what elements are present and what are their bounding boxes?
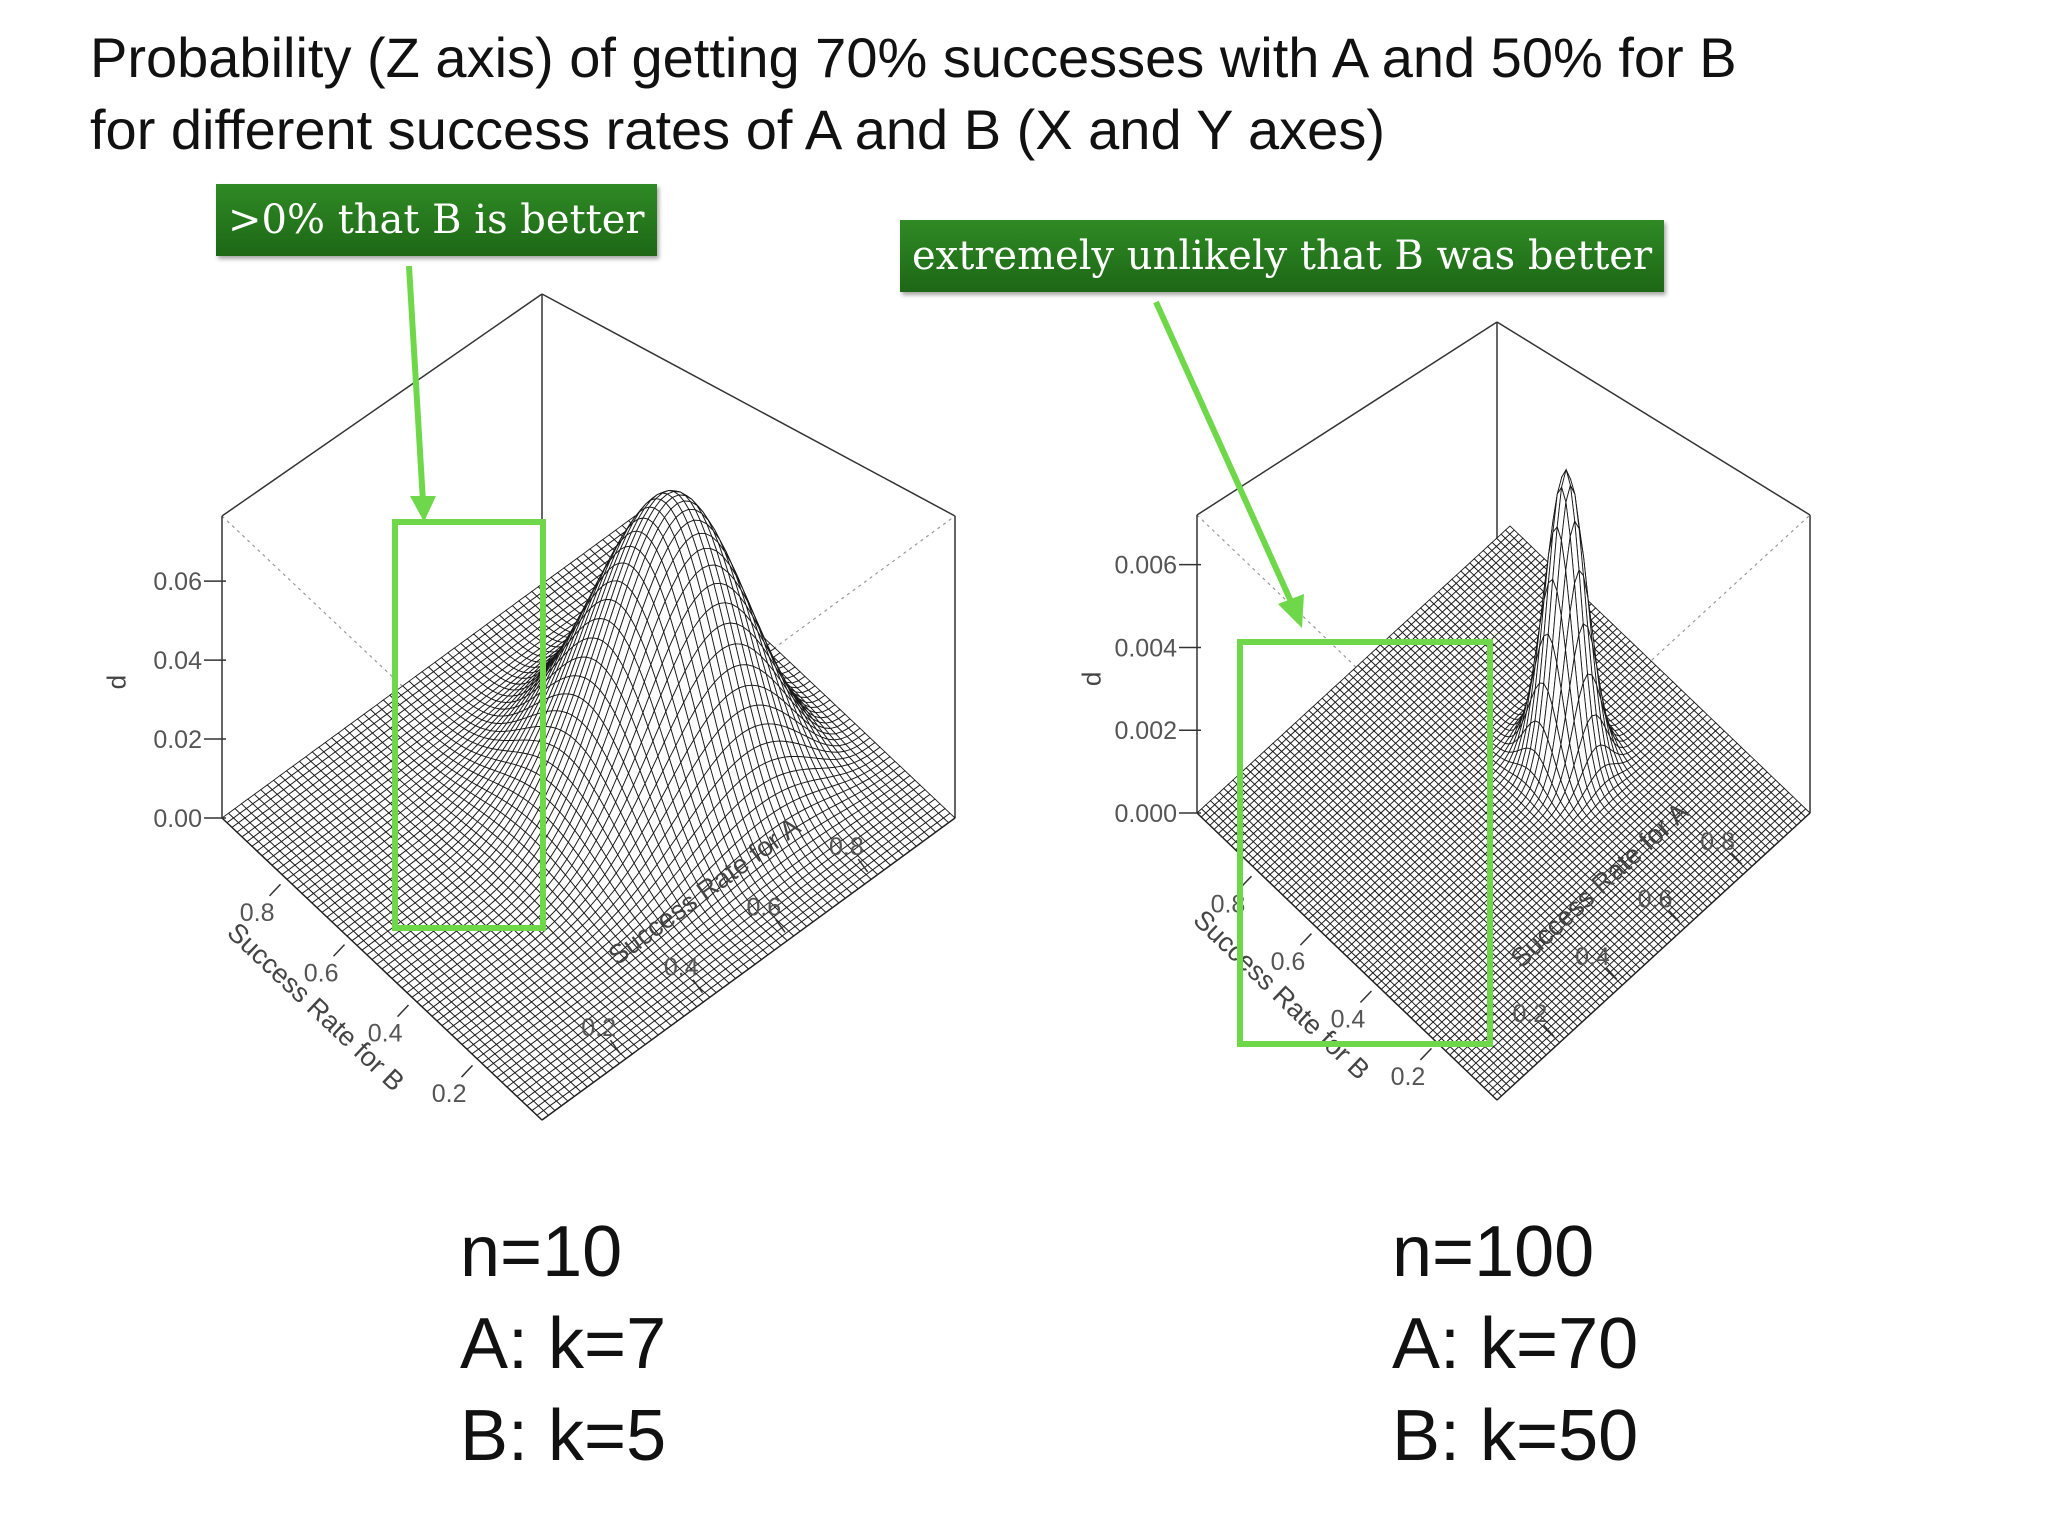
x-tick <box>1542 1024 1555 1038</box>
z-tick-label: 0.000 <box>1114 800 1177 828</box>
z-axis-label: p <box>106 675 136 689</box>
surface-mesh <box>1196 467 1811 1101</box>
base-edge <box>221 817 543 1121</box>
x-tick <box>775 918 786 933</box>
y-tick-label: 0.6 <box>304 959 339 987</box>
x-tick <box>1605 967 1618 980</box>
z-axis-label: p <box>1081 672 1111 686</box>
x-tick-label: 0.8 <box>1700 828 1735 856</box>
arrow-head <box>1278 594 1304 628</box>
box-top-edge <box>221 293 543 517</box>
x-tick-label: 0.4 <box>1575 943 1610 971</box>
caption-a: A: k=7 <box>460 1304 667 1384</box>
base-edge <box>1496 812 1811 1101</box>
title-line-1: Probability (Z axis) of getting 70% succ… <box>90 26 1737 89</box>
x-tick-label: 0.8 <box>829 833 864 861</box>
z-tick-label: 0.02 <box>153 726 202 754</box>
x-tick-label: 0.4 <box>664 954 699 982</box>
caption-b: B: k=5 <box>460 1396 667 1476</box>
callout-arrow <box>1153 300 1296 608</box>
surface-plot-n100: 0.0000.0020.0040.006p0.20.40.60.8Success… <box>1081 300 1811 1101</box>
y-tick <box>268 883 282 897</box>
x-tick <box>1730 852 1743 866</box>
x-tick-label: 0.6 <box>1638 885 1673 913</box>
z-tick-label: 0.004 <box>1114 634 1177 662</box>
right-callout: extremely unlikely that B was better <box>900 220 1665 292</box>
z-tick-label: 0.00 <box>153 805 202 833</box>
highlight-box <box>392 519 546 931</box>
x-tick-label: 0.2 <box>1512 1000 1547 1028</box>
y-tick-label: 0.2 <box>432 1080 467 1108</box>
title-line-2: for different success rates of A and B (… <box>90 98 1385 161</box>
highlight-box <box>1237 639 1493 1047</box>
box-top-edge <box>1196 321 1498 516</box>
right-caption: n=100 A: k=70 B: k=50 <box>1392 1206 1638 1482</box>
z-tick-label: 0.04 <box>153 647 202 675</box>
x-tick <box>857 858 869 873</box>
y-tick <box>1299 933 1313 946</box>
y-tick <box>460 1064 474 1078</box>
caption-n: n=10 <box>460 1212 623 1292</box>
caption-a: A: k=70 <box>1392 1304 1639 1384</box>
arrow-head <box>410 496 436 522</box>
slide-title: Probability (Z axis) of getting 70% succ… <box>90 22 1990 166</box>
y-tick-label: 0.4 <box>1331 1006 1366 1034</box>
y-tick-label: 0.8 <box>240 899 275 927</box>
box-top-edge <box>541 293 956 517</box>
z-tick-label: 0.006 <box>1114 552 1177 580</box>
base-edge <box>541 817 956 1121</box>
caption-b: B: k=50 <box>1392 1396 1639 1476</box>
x-tick-label: 0.6 <box>746 893 781 921</box>
base-edge <box>1196 812 1498 1101</box>
caption-n: n=100 <box>1392 1212 1595 1292</box>
surface-mesh <box>221 490 956 1121</box>
y-tick <box>396 1004 410 1018</box>
y-tick-label: 0.2 <box>1391 1063 1426 1091</box>
callout-arrow <box>406 265 426 503</box>
x-tick <box>609 1039 621 1054</box>
x-tick <box>692 979 704 994</box>
y-tick <box>1359 990 1373 1004</box>
y-tick-label: 0.4 <box>368 1020 403 1048</box>
z-tick-label: 0.002 <box>1114 717 1177 745</box>
y-tick-label: 0.6 <box>1271 948 1306 976</box>
x-tick-label: 0.2 <box>581 1014 616 1042</box>
y-tick <box>332 944 346 957</box>
box-top-edge <box>1496 321 1811 516</box>
x-tick <box>1668 909 1680 923</box>
left-callout: >0% that B is better <box>216 184 657 256</box>
y-tick <box>1419 1047 1433 1061</box>
left-caption: n=10 A: k=7 B: k=5 <box>460 1206 666 1482</box>
z-tick-label: 0.06 <box>153 568 202 596</box>
